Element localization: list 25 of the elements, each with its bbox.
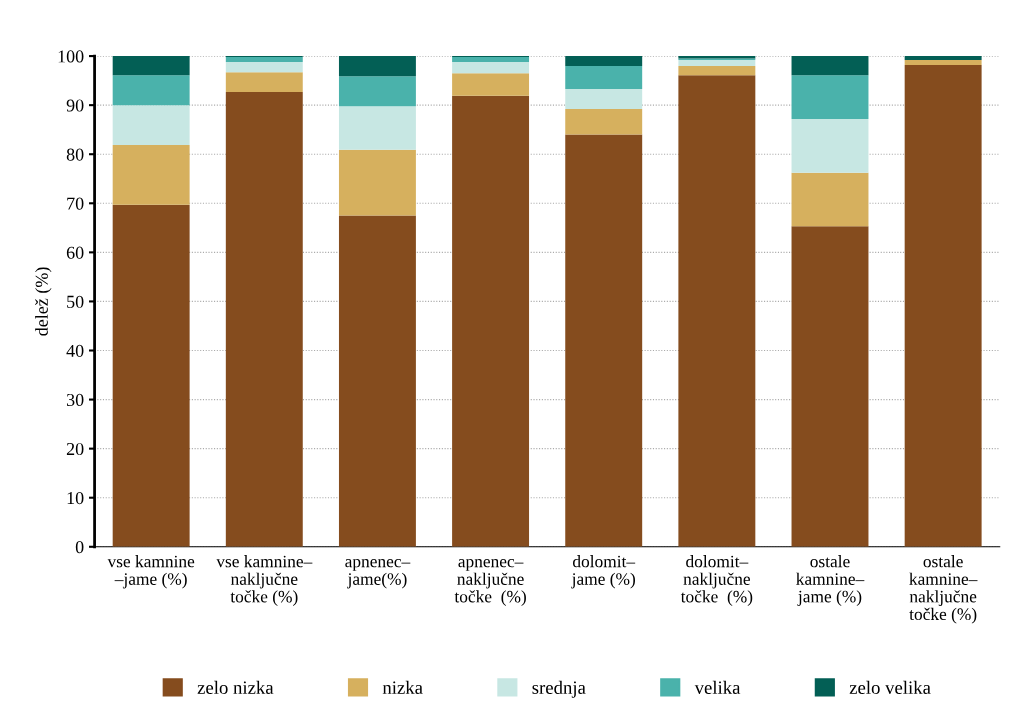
legend-label: zelo nizka: [197, 680, 274, 694]
y-tick-label: 100: [58, 50, 84, 63]
y-tick-label: 10: [67, 491, 84, 505]
legend-label: srednja: [532, 680, 586, 698]
y-tick-label: 40: [66, 344, 84, 357]
y-tick-label: 90: [66, 99, 84, 112]
y-tick-label: 80: [66, 148, 84, 161]
y-tick-label: 50: [67, 295, 84, 308]
y-tick-label: 60: [66, 246, 84, 259]
x-tick-label: vse kamnine– naključne točke (%): [216, 555, 313, 607]
y-tick-label: 70: [67, 197, 84, 210]
x-tick-label: ostale kamnine– naključne točke (%): [909, 555, 978, 624]
x-tick-label: dolomit– jame (%): [571, 555, 636, 589]
x-tick-label: apnenec– jame(%): [345, 558, 411, 589]
legend-label: velika: [694, 680, 741, 694]
x-tick-label: ostale kamnine– jame (%): [796, 555, 865, 606]
x-tick-label: apnenec– naključne točke (%): [454, 558, 526, 607]
y-tick-label: 20: [66, 442, 84, 456]
legend-label: nizka: [382, 680, 423, 694]
x-tick-label: vse kamnine –jame (%): [107, 555, 195, 589]
y-axis-title: delež (%): [35, 267, 52, 336]
legend-label: zelo velika: [849, 680, 931, 694]
y-tick-label: 30: [66, 393, 84, 407]
y-tick-label: 0: [75, 541, 84, 554]
x-tick-label: dolomit– naključne točke (%): [680, 555, 753, 607]
